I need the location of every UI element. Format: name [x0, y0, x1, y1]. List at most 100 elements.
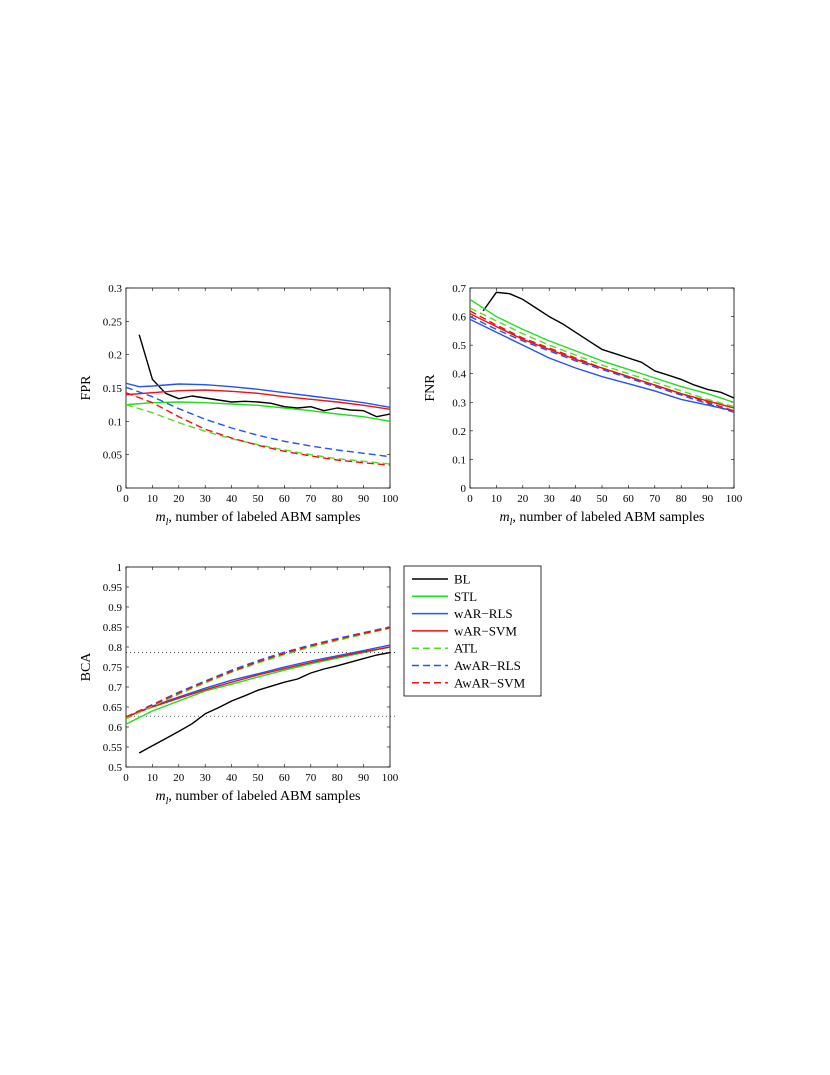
y-tick-label: 0.5: [452, 340, 466, 352]
chart-fnr: 0 10 20 30 40 50 60 70 80 90 100 0 0.1 0.2 0.3 0.4 0.5 0.…: [423, 283, 743, 528]
legend-label: wAR−RLS: [454, 606, 513, 621]
series-awar-svm: [126, 627, 390, 718]
y-tick-label: 0.2: [452, 426, 466, 438]
x-axis-label-rest: , number of labeled ABM samples: [168, 510, 360, 525]
x-tick-label: 70: [649, 493, 661, 505]
x-tick-label: 70: [305, 772, 317, 784]
x-axis-label-sub: l: [510, 517, 513, 528]
x-tick-label: 60: [279, 493, 291, 505]
y-tick-label: 0.7: [108, 682, 122, 694]
series-war-svm: [126, 389, 390, 410]
y-tick-label: 0.7: [452, 283, 466, 295]
series-war-svm: [126, 646, 390, 718]
plot-area-bca: [125, 566, 391, 768]
x-tick-label: 20: [173, 493, 185, 505]
x-tick-label: 10: [491, 493, 503, 505]
series-atl: [126, 627, 390, 720]
x-tick-label: 0: [123, 772, 129, 784]
y-tick-label: 0.5: [108, 762, 122, 774]
x-tick-label: 90: [358, 493, 370, 505]
x-axis-label: ml, number of labeled ABM samples: [156, 510, 361, 528]
x-axis-label-var: m: [156, 510, 166, 525]
x-axis-label-sub: l: [166, 517, 169, 528]
x-tick-label: 50: [597, 493, 609, 505]
x-tick-label: 20: [517, 493, 529, 505]
x-tick-label: 30: [200, 772, 212, 784]
x-axis-label: ml, number of labeled ABM samples: [156, 789, 361, 807]
x-tick-label: 30: [544, 493, 556, 505]
x-axis-label: ml, number of labeled ABM samples: [500, 510, 705, 528]
series-awar-svm: [126, 392, 390, 466]
series-war-rls: [126, 644, 390, 718]
x-axis-label-rest: , number of labeled ABM samples: [512, 510, 704, 525]
x-tick-label: 80: [676, 493, 688, 505]
y-tick-label: 0: [117, 483, 123, 495]
x-tick-label: 40: [570, 493, 582, 505]
legend-label: ATL: [454, 641, 478, 656]
x-tick-label: 20: [173, 772, 185, 784]
x-tick-label: 90: [702, 493, 714, 505]
series-bl: [138, 651, 390, 754]
y-tick-label: 0.2: [108, 350, 122, 362]
y-tick-label: 0.9: [108, 602, 122, 614]
x-tick-label: 10: [147, 772, 159, 784]
x-axis-label-rest: , number of labeled ABM samples: [168, 789, 360, 804]
y-tick-label: 0.6: [452, 312, 466, 324]
legend-label: wAR−SVM: [454, 623, 517, 638]
legend-label: AwAR−SVM: [454, 675, 526, 690]
series-awar-rls: [126, 386, 390, 458]
y-tick-label: 0.4: [452, 369, 466, 381]
x-tick-label: 90: [358, 772, 370, 784]
y-tick-label: 0.1: [452, 454, 466, 466]
series-stl: [126, 401, 390, 422]
x-tick-label: 60: [623, 493, 635, 505]
x-tick-label: 80: [332, 493, 344, 505]
x-tick-label: 60: [279, 772, 291, 784]
plot-area-fnr: [469, 287, 735, 489]
y-tick-label: 0.55: [103, 742, 123, 754]
series-bl: [482, 291, 734, 399]
x-tick-label: 0: [123, 493, 129, 505]
x-tick-label: 80: [332, 772, 344, 784]
x-tick-label: 100: [382, 772, 399, 784]
x-axis-label-var: m: [500, 510, 510, 525]
legend-label: AwAR−RLS: [454, 658, 521, 673]
y-tick-label: 0.3: [108, 283, 122, 295]
x-tick-label: 70: [305, 493, 317, 505]
series-stl: [470, 298, 734, 403]
y-tick-label: 1: [117, 562, 123, 574]
y-tick-label: 0.3: [452, 397, 466, 409]
y-tick-label: 0.95: [103, 582, 123, 594]
y-axis-label: BCA: [79, 652, 94, 682]
series-bl: [138, 334, 390, 418]
y-tick-label: 0.25: [103, 316, 123, 328]
series-awar-rls: [470, 315, 734, 413]
x-axis-label-sub: l: [166, 796, 169, 807]
x-tick-label: 10: [147, 493, 159, 505]
legend: BL STL wAR−RLS wAR−SVM ATL AwAR−RLS AwAR−SVM: [403, 565, 542, 697]
series-atl: [470, 307, 734, 408]
x-tick-label: 100: [726, 493, 743, 505]
y-tick-label: 0.65: [103, 702, 123, 714]
y-tick-label: 0.75: [103, 662, 123, 674]
x-tick-label: 30: [200, 493, 212, 505]
plot-area-fpr: [125, 287, 391, 489]
series-stl: [126, 646, 390, 725]
y-tick-label: 0.15: [103, 383, 123, 395]
y-tick-label: 0.8: [108, 642, 122, 654]
legend-label: STL: [454, 589, 477, 604]
series-war-rls: [470, 318, 734, 412]
series-awar-svm: [470, 310, 734, 412]
x-tick-label: 40: [226, 772, 238, 784]
x-tick-label: 50: [253, 772, 265, 784]
y-tick-label: 0.85: [103, 622, 123, 634]
x-axis-label-var: m: [156, 789, 166, 804]
y-tick-label: 0: [461, 483, 467, 495]
chart-fpr: 0 10 20 30 40 50 60 70 80 90 100 0 0.05 0.1 0.15 0.2 0.2…: [79, 283, 399, 528]
series-atl: [126, 404, 390, 465]
y-tick-label: 0.1: [108, 416, 122, 428]
series-war-rls: [126, 382, 390, 408]
y-tick-label: 0.6: [108, 722, 122, 734]
x-tick-label: 0: [467, 493, 473, 505]
